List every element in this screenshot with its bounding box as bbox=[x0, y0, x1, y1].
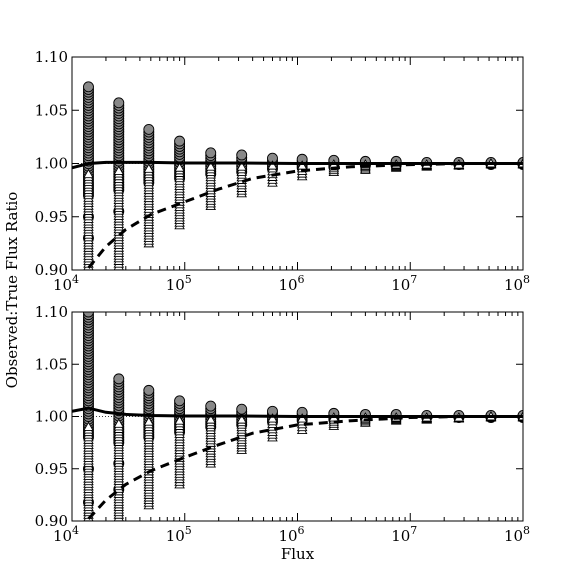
gray-circle-point bbox=[83, 312, 94, 318]
y-tick-label: 1.05 bbox=[35, 355, 68, 373]
white-triangle-point bbox=[113, 418, 125, 428]
white-triangle-point bbox=[296, 413, 308, 423]
gray-circle-point bbox=[236, 149, 248, 161]
solid-curve bbox=[72, 160, 523, 170]
white-triangle-point bbox=[205, 414, 217, 424]
plot-area bbox=[72, 81, 523, 270]
y-tick-label: 1.10 bbox=[35, 48, 68, 66]
white-triangle-point bbox=[174, 415, 185, 425]
gray-circle-point bbox=[205, 400, 217, 412]
solid-curve bbox=[72, 406, 523, 418]
y-tick-label: 0.90 bbox=[35, 261, 68, 279]
y-tick-label: 0.95 bbox=[35, 208, 68, 226]
gray-circle-point bbox=[174, 135, 186, 147]
white-triangle-point bbox=[267, 160, 278, 170]
gray-circle-point bbox=[113, 97, 125, 109]
x-tick-label: 106 bbox=[278, 273, 304, 294]
white-triangle-point bbox=[143, 416, 155, 426]
gray-circle-point bbox=[113, 373, 125, 385]
y-axis-label: Observed:True Flux Ratio bbox=[3, 192, 21, 389]
x-tick-label: 106 bbox=[278, 524, 304, 545]
gray-circle-point bbox=[143, 384, 155, 396]
white-triangle-point bbox=[83, 421, 94, 431]
white-triangle-point bbox=[205, 161, 217, 171]
y-tick-label: 1.00 bbox=[35, 155, 68, 173]
x-tick-label: 104 bbox=[53, 524, 79, 545]
y-tick-label: 1.05 bbox=[35, 101, 68, 119]
white-triangle-point bbox=[267, 413, 278, 423]
dashed-curve bbox=[87, 415, 523, 520]
top-panel: 0.90 0.95 1.00 1.05 1.10 104 105 106 107 108 bbox=[35, 48, 530, 294]
y-tick-label: 1.10 bbox=[35, 303, 68, 321]
x-tick-label: 105 bbox=[166, 524, 192, 545]
gray-circle-point bbox=[143, 123, 155, 135]
gray-circle-point bbox=[83, 81, 94, 93]
white-triangle-point bbox=[236, 414, 247, 424]
x-tick-label: 108 bbox=[504, 273, 530, 294]
x-axis-label: Flux bbox=[281, 545, 315, 563]
y-tick-label: 0.90 bbox=[35, 512, 68, 530]
plot-area bbox=[72, 312, 523, 521]
gray-circle-point bbox=[174, 395, 186, 407]
x-tick-label: 107 bbox=[391, 524, 417, 545]
bottom-panel: 0.90 0.95 1.00 1.05 1.10 104 105 106 107 108 Flux bbox=[35, 303, 530, 563]
x-tick-label: 107 bbox=[391, 273, 417, 294]
dashed-curve bbox=[87, 162, 523, 269]
x-tick-label: 105 bbox=[166, 273, 192, 294]
y-tick-label: 0.95 bbox=[35, 460, 68, 478]
x-tick-label: 104 bbox=[53, 273, 79, 294]
white-triangle-point bbox=[143, 163, 155, 173]
y-tick-label: 1.00 bbox=[35, 408, 68, 426]
x-tick-label: 108 bbox=[504, 524, 530, 545]
white-triangle-point bbox=[174, 162, 185, 172]
white-triangle-point bbox=[113, 165, 125, 175]
gray-circle-point bbox=[205, 147, 217, 159]
white-triangle-point bbox=[236, 161, 247, 171]
white-triangle-point bbox=[83, 168, 94, 179]
gray-circle-point bbox=[236, 403, 248, 415]
